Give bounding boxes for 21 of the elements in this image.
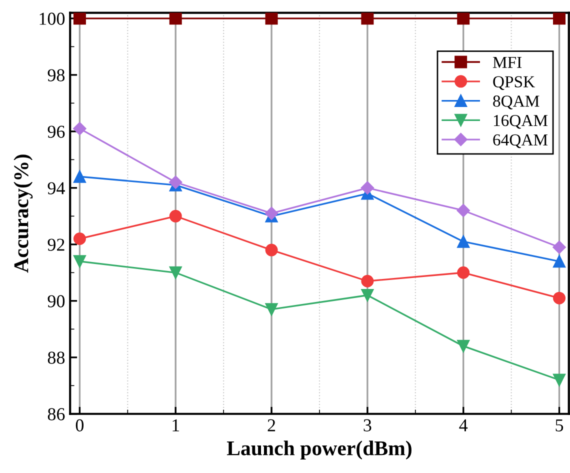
legend-label: 64QAM <box>493 134 548 148</box>
x-tick-label: 0 <box>76 419 84 432</box>
x-tick-label: 1 <box>172 419 180 432</box>
x-tick-label: 5 <box>556 419 564 432</box>
x-tick-label: 2 <box>268 419 276 432</box>
y-tick-label: 92 <box>48 238 64 251</box>
y-axis-title: Accuracy(%) <box>14 154 33 273</box>
y-tick-label: 90 <box>48 295 65 308</box>
legend-label: 8QAM <box>493 96 540 110</box>
y-tick-label: 86 <box>48 408 65 420</box>
y-tick-label: 100 <box>40 12 65 25</box>
x-axis-title: Launch power(dBm) <box>226 440 412 460</box>
x-tick-label: 4 <box>459 419 468 432</box>
y-tick-label: 88 <box>48 352 65 364</box>
y-tick-label: 98 <box>48 69 65 82</box>
y-tick-label: 94 <box>48 182 65 194</box>
x-tick-label: 3 <box>364 419 372 432</box>
legend-label: MFI <box>492 56 522 68</box>
legend-label: 16QAM <box>494 114 548 129</box>
y-tick-label: 96 <box>48 126 65 138</box>
legend-label: QPSK <box>493 76 535 90</box>
